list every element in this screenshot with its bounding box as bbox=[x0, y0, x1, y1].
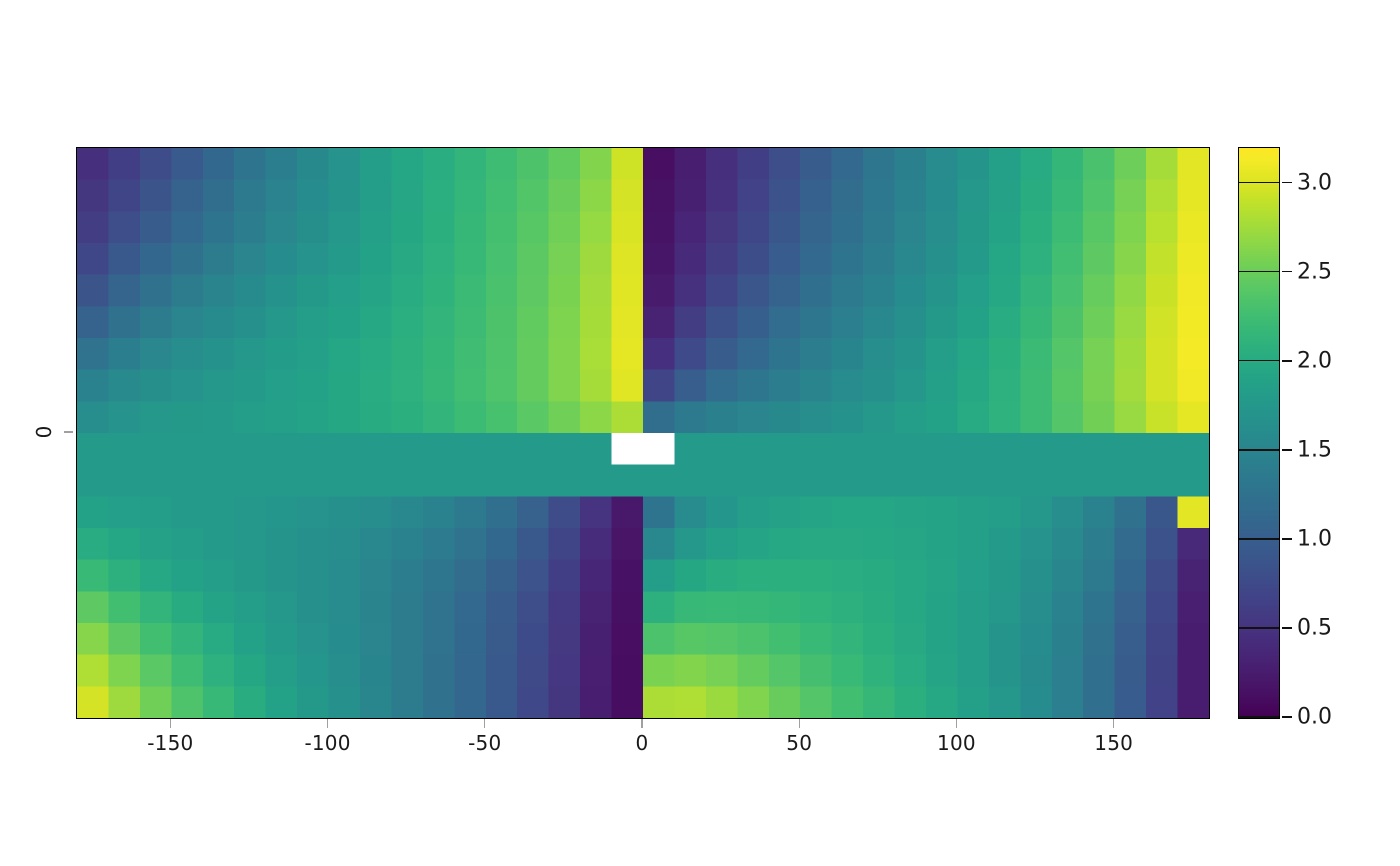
colorbar-tick-label: 0.5 bbox=[1297, 615, 1332, 641]
x-tick-label: -100 bbox=[304, 731, 351, 755]
colorbar-tick-mark bbox=[1282, 538, 1292, 540]
colorbar-tick-label: 1.5 bbox=[1297, 437, 1332, 463]
colorbar-tick-mark bbox=[1282, 181, 1292, 184]
x-tick-mark bbox=[641, 719, 643, 728]
colorbar-tick-mark bbox=[1282, 716, 1292, 718]
x-tick-label: 50 bbox=[786, 731, 813, 755]
colorbar-tick-mark bbox=[1282, 359, 1292, 362]
x-tick-mark bbox=[484, 719, 486, 728]
x-tick-label: -50 bbox=[468, 731, 502, 755]
heatmap-plot-area[interactable] bbox=[76, 147, 1210, 719]
colorbar-gradient bbox=[1239, 148, 1279, 718]
x-tick-label: 100 bbox=[937, 731, 976, 755]
x-tick-mark bbox=[169, 719, 172, 728]
colorbar-tick-label: 2.0 bbox=[1297, 348, 1332, 374]
colorbar-segment-line bbox=[1239, 270, 1279, 273]
colorbar-tick-label: 1.0 bbox=[1297, 526, 1332, 552]
x-tick-mark bbox=[1112, 719, 1115, 728]
colorbar[interactable] bbox=[1238, 147, 1280, 719]
y-tick-mark bbox=[64, 431, 73, 433]
colorbar-segment-line bbox=[1239, 538, 1279, 540]
colorbar-tick-label: 0.0 bbox=[1297, 704, 1332, 730]
colorbar-segment-line bbox=[1239, 627, 1279, 629]
x-tick-label: -150 bbox=[147, 731, 194, 755]
x-tick-mark bbox=[326, 719, 329, 728]
colorbar-tick-mark bbox=[1282, 449, 1292, 451]
colorbar-tick-label: 2.5 bbox=[1297, 259, 1332, 285]
colorbar-tick-label: 3.0 bbox=[1297, 170, 1332, 196]
y-tick-label: 0 bbox=[32, 425, 56, 439]
colorbar-tick-mark bbox=[1282, 627, 1292, 629]
colorbar-segment-line bbox=[1239, 449, 1279, 451]
heatmap-image bbox=[77, 148, 1209, 718]
colorbar-tick-mark bbox=[1282, 270, 1292, 273]
colorbar-segment-line bbox=[1239, 181, 1279, 184]
x-tick-label: 150 bbox=[1094, 731, 1134, 755]
colorbar-segment-line bbox=[1239, 360, 1279, 362]
x-tick-mark bbox=[798, 719, 800, 728]
x-tick-label: 0 bbox=[635, 731, 649, 755]
colorbar-segment-line bbox=[1239, 716, 1279, 718]
x-tick-mark bbox=[955, 719, 958, 728]
